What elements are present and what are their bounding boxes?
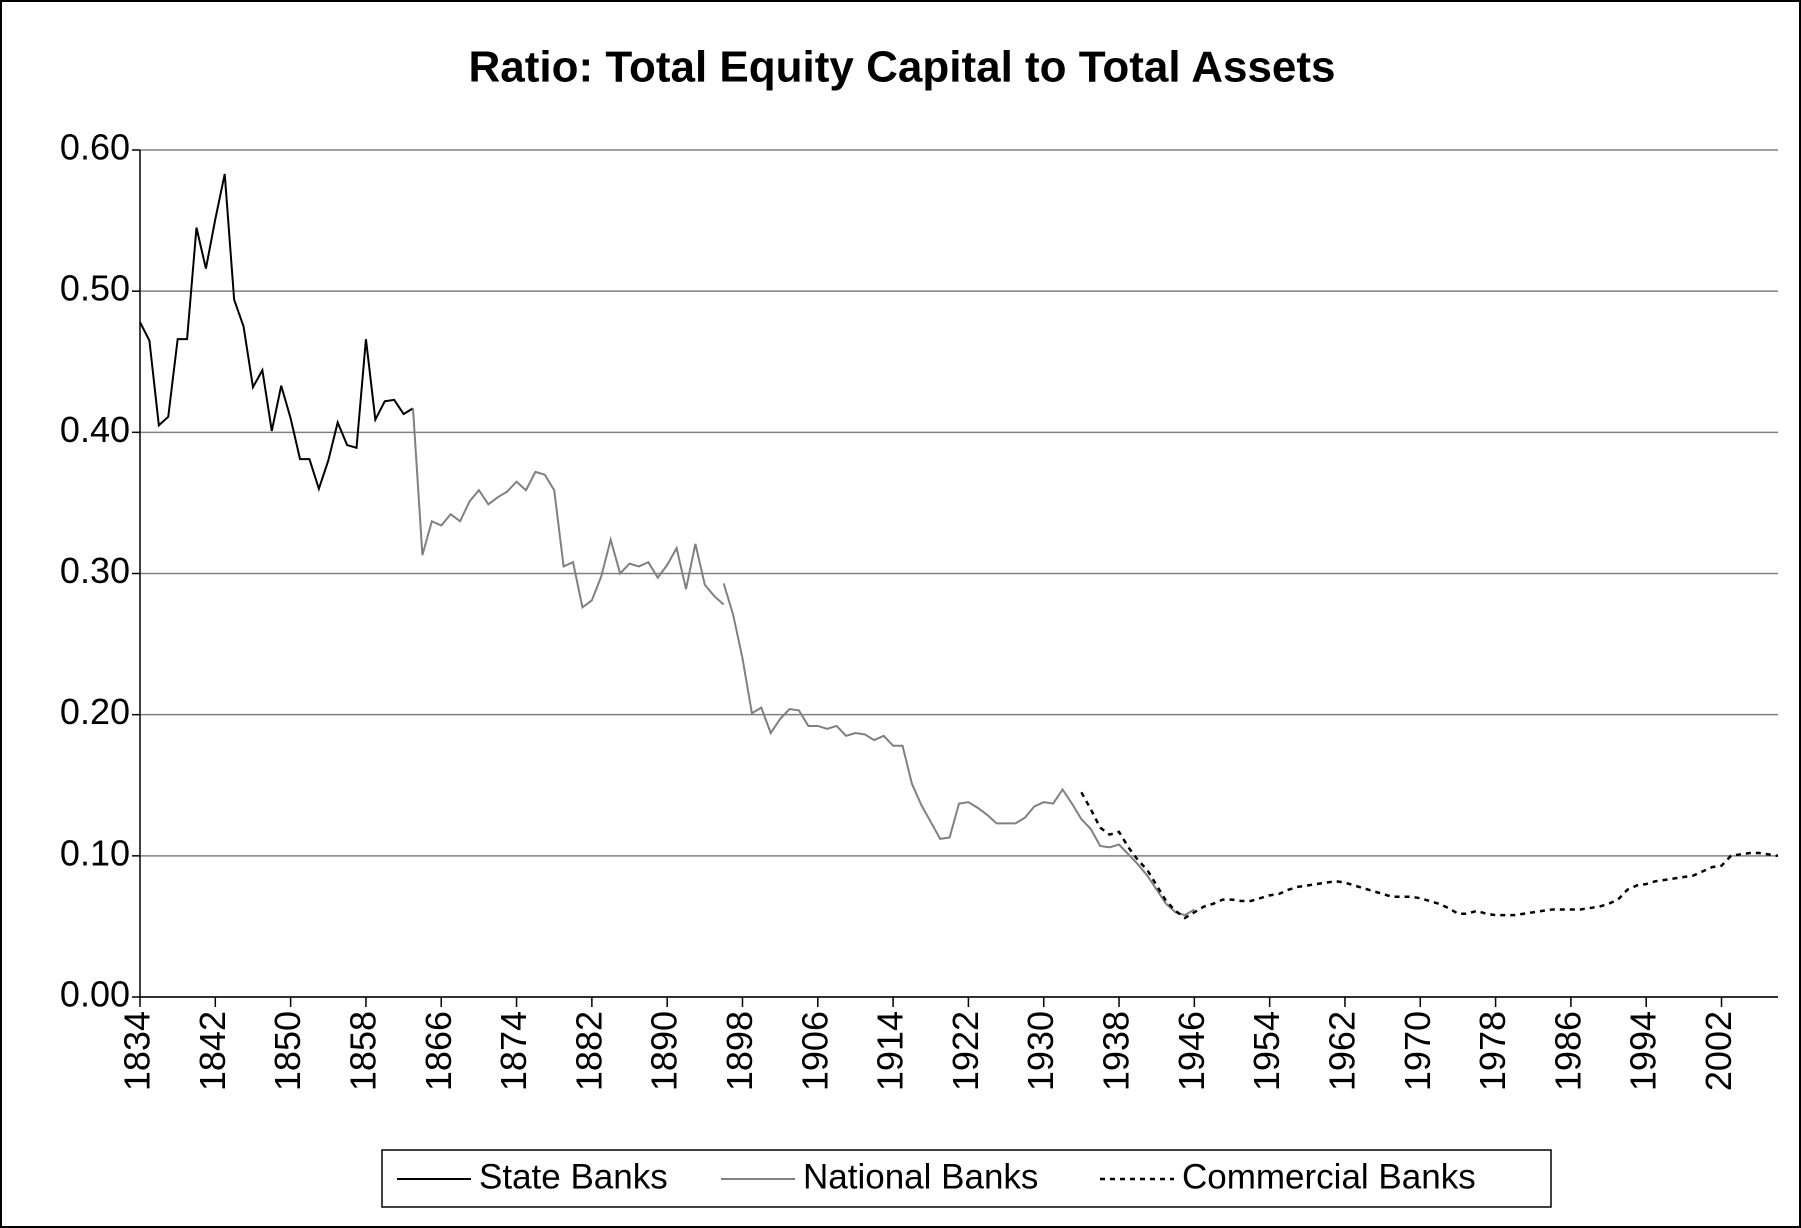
x-tick-label: 1978 xyxy=(1472,1011,1513,1091)
y-tick-label: 0.40 xyxy=(60,409,130,450)
legend-label: Commercial Banks xyxy=(1182,1157,1476,1196)
legend-label: State Banks xyxy=(479,1157,668,1196)
x-tick-label: 1962 xyxy=(1321,1011,1362,1091)
x-tick-label: 1834 xyxy=(117,1011,158,1091)
y-tick-label: 0.60 xyxy=(60,127,130,168)
chart-title: Ratio: Total Equity Capital to Total Ass… xyxy=(468,43,1335,92)
y-tick-label: 0.20 xyxy=(60,691,130,732)
x-tick-label: 1954 xyxy=(1246,1011,1287,1091)
y-tick-label: 0.30 xyxy=(60,550,130,591)
x-tick-label: 1874 xyxy=(493,1011,534,1091)
x-tick-label: 1898 xyxy=(719,1011,760,1091)
series-line xyxy=(139,173,414,493)
legend-label: National Banks xyxy=(803,1157,1038,1196)
y-tick-label: 0.10 xyxy=(60,832,130,873)
series-line xyxy=(412,408,1195,917)
x-tick-label: 1906 xyxy=(794,1011,835,1091)
x-tick-label: 1994 xyxy=(1623,1011,1664,1091)
x-tick-label: 1890 xyxy=(644,1011,685,1091)
x-tick-label: 1842 xyxy=(192,1011,233,1091)
x-tick-label: 2002 xyxy=(1698,1011,1739,1091)
x-tick-label: 1946 xyxy=(1171,1011,1212,1091)
x-tick-label: 1858 xyxy=(342,1011,383,1091)
x-tick-label: 1986 xyxy=(1547,1011,1588,1091)
x-tick-label: 1866 xyxy=(418,1011,459,1091)
legend-box xyxy=(381,1149,1552,1208)
x-tick-label: 1930 xyxy=(1020,1011,1061,1091)
x-tick-label: 1850 xyxy=(267,1011,308,1091)
y-tick-label: 0.50 xyxy=(60,268,130,309)
x-tick-label: 1914 xyxy=(870,1011,911,1091)
x-tick-label: 1922 xyxy=(945,1011,986,1091)
x-tick-label: 1882 xyxy=(568,1011,609,1091)
y-tick-label: 0.00 xyxy=(60,974,130,1015)
x-tick-label: 1970 xyxy=(1397,1011,1438,1091)
x-tick-label: 1938 xyxy=(1096,1011,1137,1091)
